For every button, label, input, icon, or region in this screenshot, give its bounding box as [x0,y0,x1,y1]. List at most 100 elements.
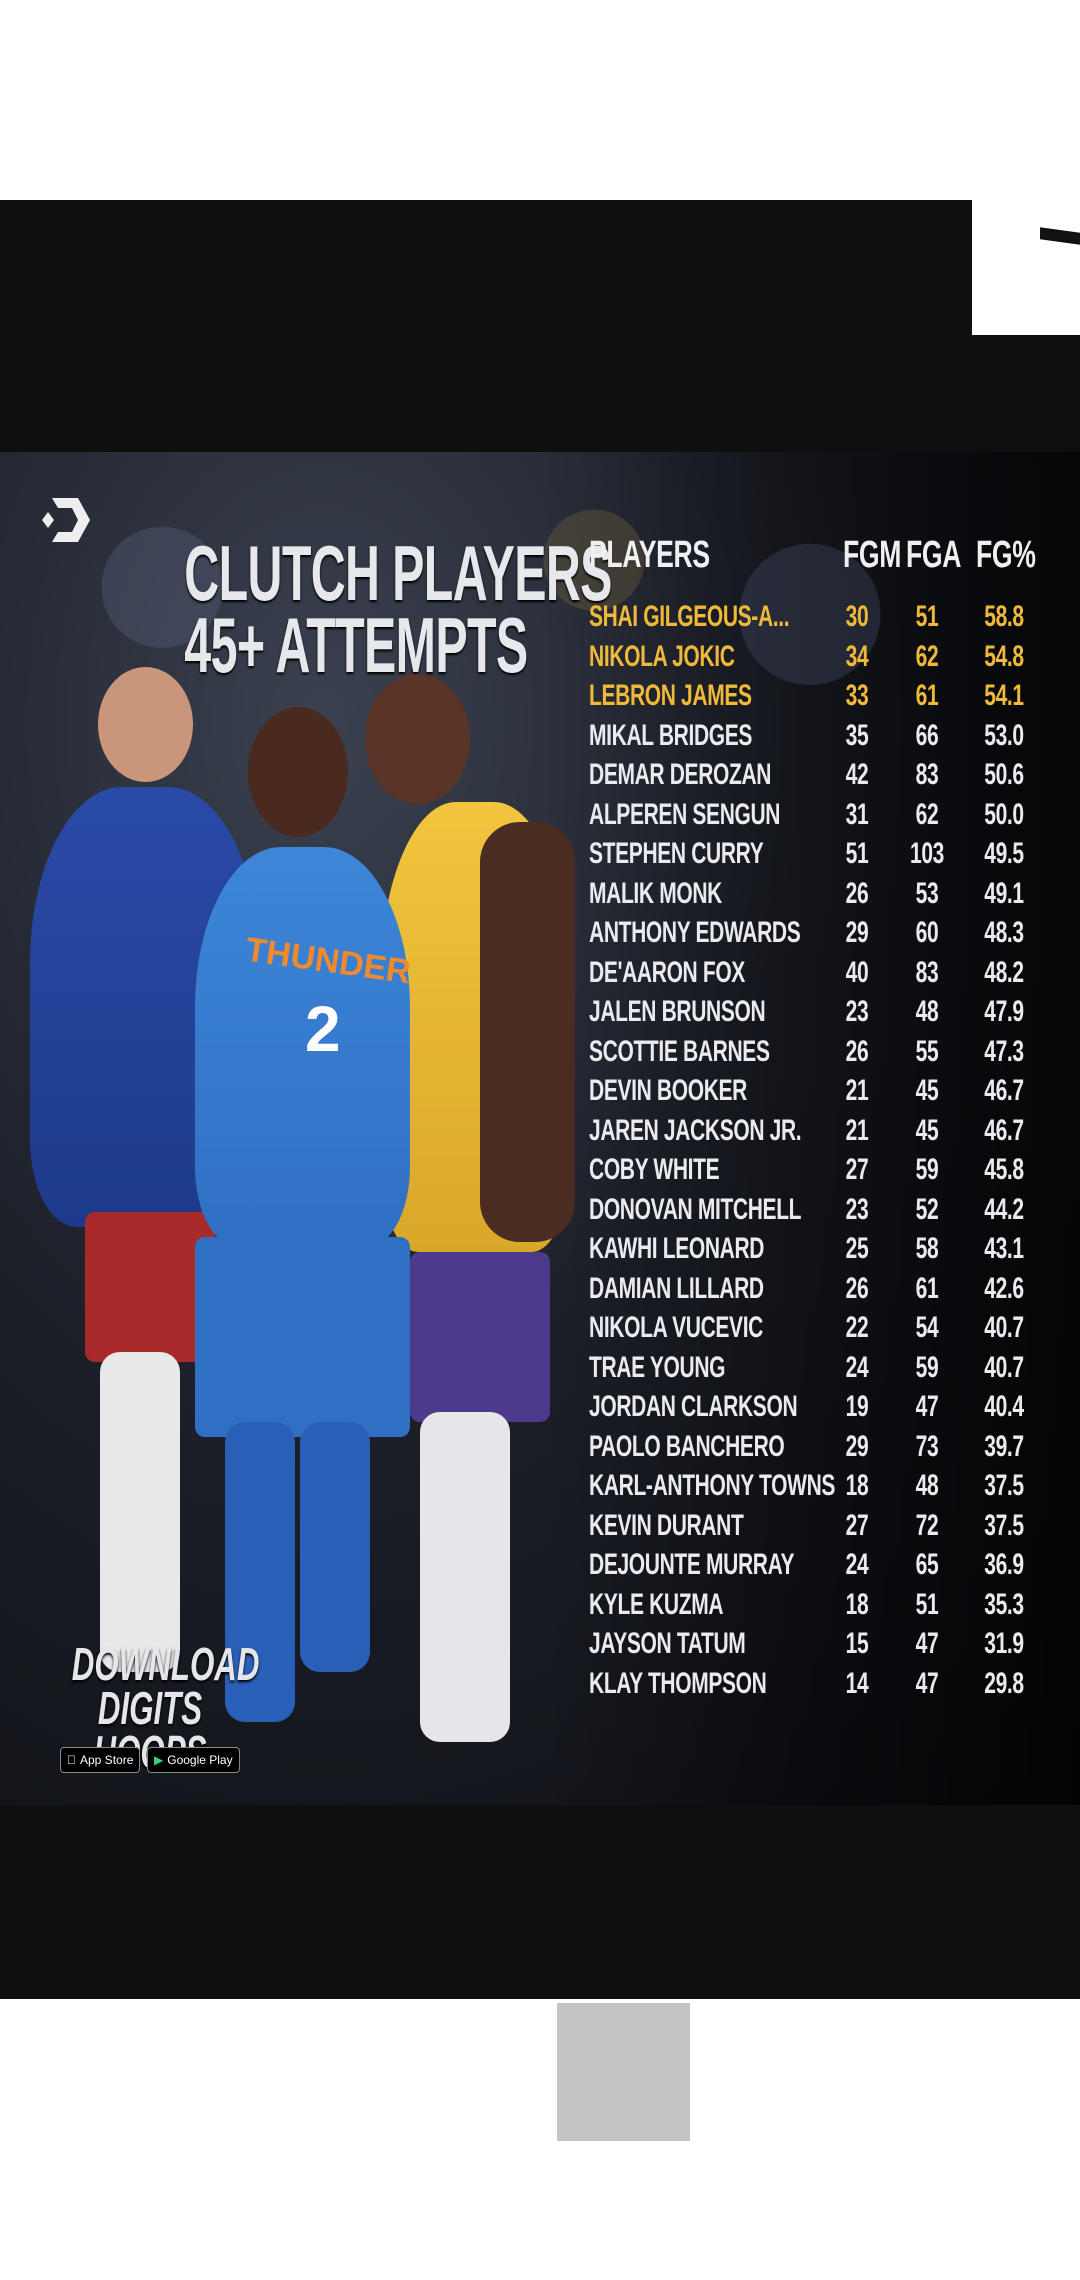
player-name: TRAE YOUNG [589,1350,726,1384]
fg-pct-value: 54.8 [984,639,1024,673]
fgm-value: 24 [845,1350,869,1384]
poster-image: CLUTCH PLAYERS 45+ ATTEMPTS THUNDER 2 PL… [0,452,1080,1805]
cta-line-1: DOWNLOAD [71,1638,260,1690]
fga-value: 59 [915,1153,939,1186]
fg-pct-value: 40.7 [984,1311,1024,1344]
table-row: SHAI GILGEOUS-A... 30 51 58.8 [589,600,1059,640]
fg-pct-value: 29.8 [984,1666,1024,1700]
fga-value: 47 [915,1627,939,1660]
player-name: NIKOLA JOKIC [589,639,735,673]
player-name: DEVIN BOOKER [589,1074,747,1107]
fga-value: 53 [915,876,939,910]
player-name: JORDAN CLARKSON [589,1390,798,1423]
table-row: ALPEREN SENGUN 31 62 50.0 [589,798,1059,838]
fga-value: 58 [915,1232,939,1265]
fgm-value: 24 [845,1548,869,1581]
fga-value: 73 [915,1429,939,1463]
fga-value: 61 [915,1271,939,1305]
player-name: ANTHONY EDWARDS [589,916,801,949]
app-store-badge[interactable]:  App Store [60,1747,141,1773]
fg-pct-value: 42.6 [984,1271,1024,1305]
table-row: KARL-ANTHONY TOWNS 18 48 37.5 [589,1469,1059,1509]
fg-pct-value: 46.7 [984,1074,1024,1107]
app-store-label: App Store [71,1753,133,1767]
player-name: COBY WHITE [589,1153,720,1186]
play-icon: ▶ [154,1753,164,1767]
table-row: DE'AARON FOX 40 83 48.2 [589,956,1059,996]
player-name: MALIK MONK [589,876,722,910]
title-line-2: 45+ ATTEMPTS [184,601,528,689]
table-row: PAOLO BANCHERO 29 73 39.7 [589,1430,1059,1470]
fg-pct-value: 47.9 [984,995,1024,1028]
table-row: DAMIAN LILLARD 26 61 42.6 [589,1272,1059,1312]
fg-pct-value: 39.7 [984,1429,1024,1463]
player-name: DAMIAN LILLARD [589,1271,764,1305]
table-row: KAWHI LEONARD 25 58 43.1 [589,1232,1059,1272]
player-name: JAYSON TATUM [589,1627,746,1660]
stats-table: PLAYERS FGM FGA FG% SHAI GILGEOUS-A... 30… [589,534,1059,1706]
header-fga: FGA [906,534,962,576]
fg-pct-value: 31.9 [984,1627,1024,1660]
fgm-value: 21 [845,1074,869,1107]
fgm-value: 19 [845,1390,869,1423]
fgm-value: 51 [845,837,869,870]
player-name: STEPHEN CURRY [589,837,764,870]
fg-pct-value: 36.9 [984,1548,1024,1581]
fga-value: 45 [915,1113,939,1147]
table-row: NIKOLA VUCEVIC 22 54 40.7 [589,1311,1059,1351]
fgm-value: 23 [845,1192,869,1226]
fga-value: 83 [915,758,939,791]
table-row: JAREN JACKSON JR. 21 45 46.7 [589,1114,1059,1154]
fgm-value: 40 [845,955,869,989]
player-name: DONOVAN MITCHELL [589,1192,802,1226]
fg-pct-value: 35.3 [984,1587,1024,1621]
fga-value: 47 [915,1390,939,1423]
header-fg-pct: FG% [976,534,1036,576]
fga-value: 55 [915,1034,939,1068]
apple-icon:  [67,1753,76,1767]
table-row: JALEN BRUNSON 23 48 47.9 [589,995,1059,1035]
table-row: KEVIN DURANT 27 72 37.5 [589,1509,1059,1549]
fgm-value: 25 [845,1232,869,1265]
table-row: NIKOLA JOKIC 34 62 54.8 [589,640,1059,680]
fga-value: 62 [915,639,939,673]
player-name: SCOTTIE BARNES [589,1034,770,1068]
fga-value: 72 [915,1508,939,1542]
player-name: SHAI GILGEOUS-A... [589,600,790,633]
player-name: KEVIN DURANT [589,1508,744,1542]
table-row: DONOVAN MITCHELL 23 52 44.2 [589,1193,1059,1233]
fgm-value: 31 [845,797,869,831]
table-row: JORDAN CLARKSON 19 47 40.4 [589,1390,1059,1430]
player-name: JAREN JACKSON JR. [589,1113,802,1147]
table-row: STEPHEN CURRY 51 103 49.5 [589,837,1059,877]
fg-pct-value: 44.2 [984,1192,1024,1226]
table-row: JAYSON TATUM 15 47 31.9 [589,1627,1059,1667]
fg-pct-value: 49.1 [984,876,1024,910]
table-header: PLAYERS FGM FGA FG% [589,534,1059,600]
fg-pct-value: 54.1 [984,679,1024,712]
fgm-value: 21 [845,1113,869,1147]
fg-pct-value: 49.5 [984,837,1024,870]
fgm-value: 23 [845,995,869,1028]
fgm-value: 34 [845,639,869,673]
top-black-band [0,200,1080,452]
fgm-value: 26 [845,876,869,910]
player-name: DEJOUNTE MURRAY [589,1548,795,1581]
google-play-badge[interactable]: ▶ Google Play [147,1747,240,1773]
fgm-value: 26 [845,1271,869,1305]
fg-pct-value: 50.0 [984,797,1024,831]
fga-value: 51 [915,1587,939,1621]
gray-placeholder [557,2003,690,2141]
fg-pct-value: 58.8 [984,600,1024,633]
fgm-value: 18 [845,1469,869,1502]
table-row: LEBRON JAMES 33 61 54.1 [589,679,1059,719]
fga-value: 54 [915,1311,939,1344]
fgm-value: 14 [845,1666,869,1700]
fg-pct-value: 46.7 [984,1113,1024,1147]
bottom-black-band [0,1805,1080,1999]
fga-value: 83 [915,955,939,989]
table-row: DEVIN BOOKER 21 45 46.7 [589,1074,1059,1114]
fga-value: 48 [915,1469,939,1502]
fg-pct-value: 43.1 [984,1232,1024,1265]
player-name: KAWHI LEONARD [589,1232,765,1265]
